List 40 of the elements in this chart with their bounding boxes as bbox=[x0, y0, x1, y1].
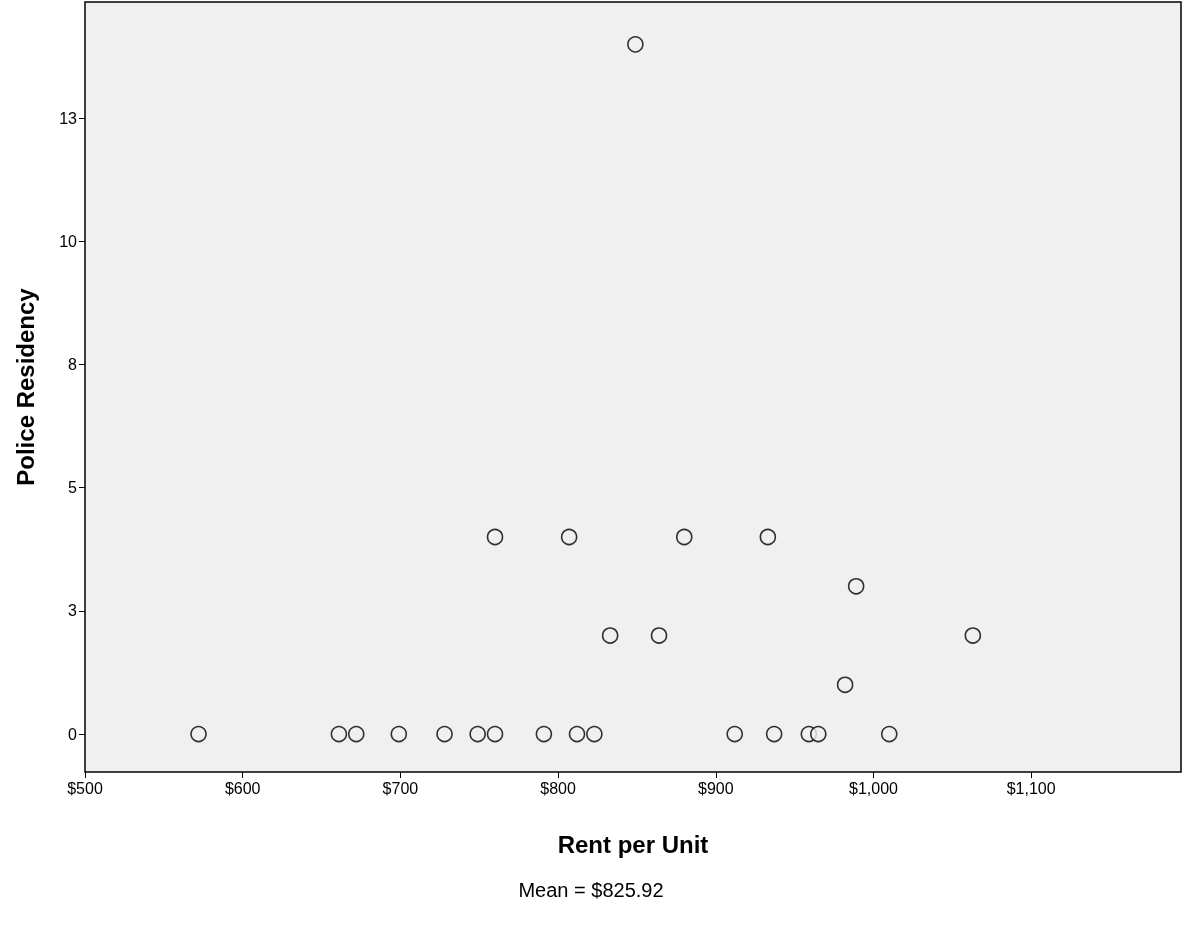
y-tick-label: 3 bbox=[68, 602, 78, 620]
point bbox=[880, 725, 898, 743]
x-axis-title: Rent per Unit bbox=[557, 830, 709, 858]
x-tick-label: $800 bbox=[540, 779, 576, 797]
point bbox=[601, 627, 619, 644]
point bbox=[765, 725, 783, 743]
point bbox=[627, 36, 644, 53]
point bbox=[390, 725, 408, 743]
point bbox=[964, 627, 982, 644]
y-axis-title: Police Residency bbox=[11, 287, 39, 486]
x-tick-label: $1,100 bbox=[1006, 779, 1056, 797]
y-tick-label: 5 bbox=[68, 479, 78, 497]
point bbox=[836, 676, 854, 694]
point bbox=[560, 528, 578, 546]
x-tick-label: $500 bbox=[67, 779, 103, 797]
point bbox=[726, 725, 744, 743]
x-tick-label: $700 bbox=[382, 779, 419, 797]
text: Mean = $825.92 bbox=[518, 879, 664, 901]
y-tick-label: 0 bbox=[68, 725, 78, 743]
point bbox=[486, 528, 504, 546]
point bbox=[486, 725, 504, 743]
point bbox=[568, 725, 586, 743]
y-tick-label: 8 bbox=[68, 356, 78, 374]
point bbox=[759, 528, 777, 546]
point bbox=[347, 725, 365, 743]
point bbox=[650, 627, 668, 644]
point bbox=[469, 725, 486, 743]
point bbox=[675, 528, 693, 546]
x-tick-label: $900 bbox=[697, 779, 734, 797]
point bbox=[330, 725, 348, 743]
point bbox=[586, 725, 603, 743]
point bbox=[436, 725, 453, 743]
y-tick-label: 13 bbox=[59, 109, 78, 127]
point bbox=[190, 725, 207, 743]
x-tick-label: $600 bbox=[224, 779, 261, 797]
y-tick-label: 10 bbox=[59, 232, 78, 250]
point bbox=[810, 725, 827, 743]
point bbox=[535, 725, 553, 743]
x-tick-label: $1,000 bbox=[849, 779, 899, 797]
point bbox=[847, 577, 865, 595]
